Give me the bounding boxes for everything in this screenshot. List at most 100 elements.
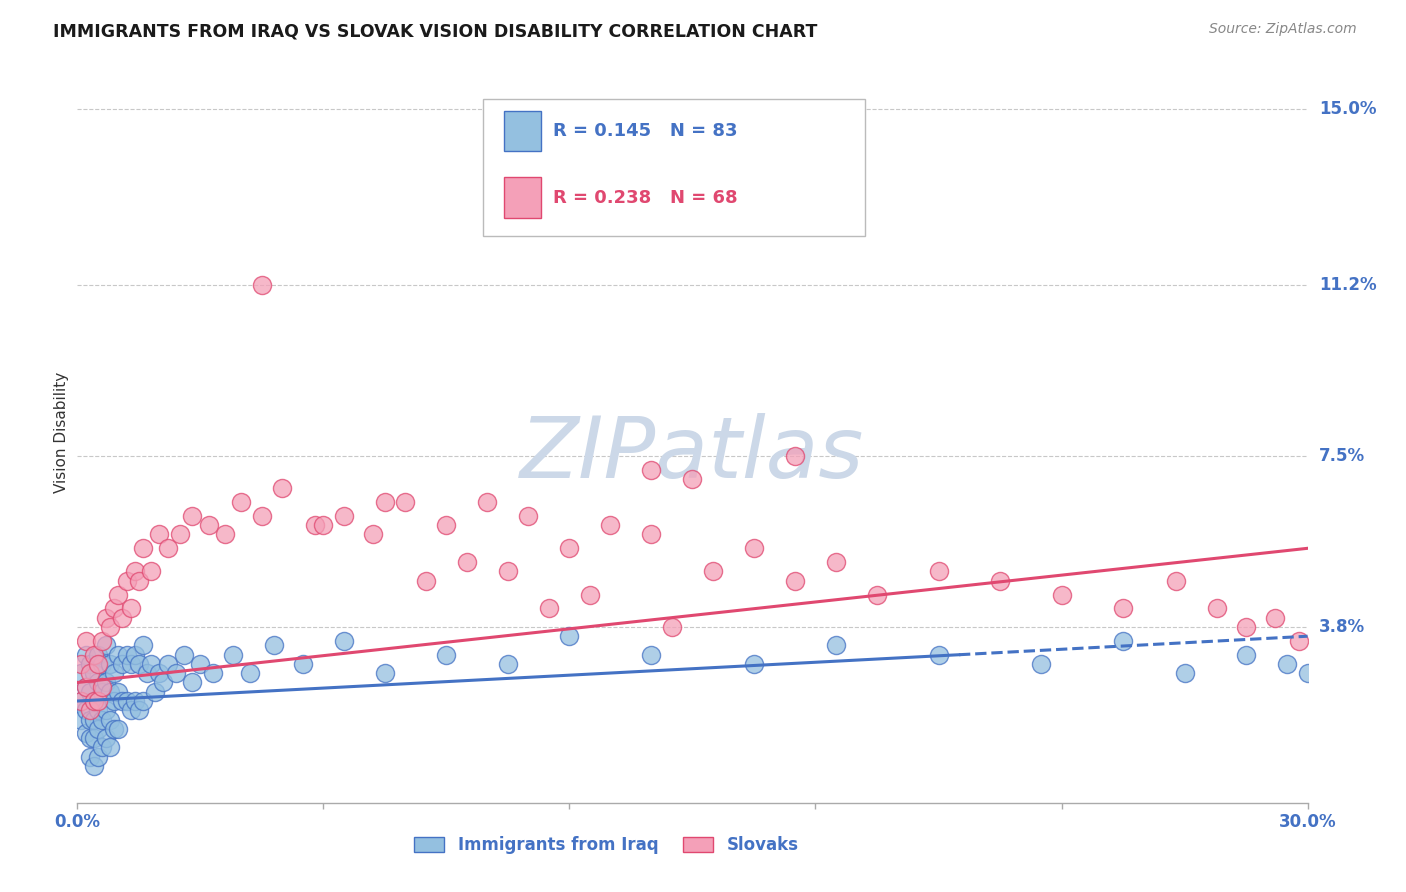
Point <box>79 666 101 681</box>
Point <box>124 648 146 662</box>
Point <box>477 495 499 509</box>
Point <box>83 666 105 681</box>
Point <box>640 527 662 541</box>
Point <box>98 713 121 727</box>
Point <box>70 666 93 681</box>
Point <box>1264 611 1286 625</box>
Point <box>132 639 155 653</box>
Point <box>661 620 683 634</box>
Point <box>132 541 155 556</box>
FancyBboxPatch shape <box>505 178 541 218</box>
FancyBboxPatch shape <box>505 111 541 152</box>
Point <box>374 495 396 509</box>
Point <box>361 527 384 541</box>
Point <box>111 611 134 625</box>
Text: R = 0.145   N = 83: R = 0.145 N = 83 <box>554 122 738 140</box>
Point <box>90 740 114 755</box>
Point <box>83 713 105 727</box>
Text: 3.8%: 3.8% <box>1319 618 1365 636</box>
Point <box>75 703 97 717</box>
Point <box>1296 666 1319 681</box>
Text: 11.2%: 11.2% <box>1319 276 1376 293</box>
Point <box>866 588 889 602</box>
Point <box>1166 574 1188 588</box>
Point <box>436 648 458 662</box>
Point <box>928 565 950 579</box>
Point <box>742 541 765 556</box>
Point <box>682 472 704 486</box>
Point <box>1275 657 1298 671</box>
Point <box>107 648 129 662</box>
Point <box>90 685 114 699</box>
Point <box>79 713 101 727</box>
Point <box>75 648 97 662</box>
Point <box>291 657 314 671</box>
Point <box>103 666 125 681</box>
Point <box>181 508 204 523</box>
Point <box>111 694 134 708</box>
Point <box>1288 633 1310 648</box>
Point <box>825 555 848 569</box>
Point <box>201 666 224 681</box>
Point <box>120 601 142 615</box>
Legend: Immigrants from Iraq, Slovaks: Immigrants from Iraq, Slovaks <box>408 830 806 861</box>
Point <box>128 657 150 671</box>
Point <box>415 574 437 588</box>
Point <box>165 666 187 681</box>
Point <box>107 685 129 699</box>
Point <box>1206 601 1229 615</box>
Point <box>496 657 519 671</box>
Point <box>156 657 179 671</box>
Point <box>136 666 159 681</box>
Point <box>107 722 129 736</box>
Point <box>98 740 121 755</box>
Text: 15.0%: 15.0% <box>1319 100 1376 118</box>
Point <box>79 703 101 717</box>
Point <box>141 657 163 671</box>
Point <box>87 675 110 690</box>
Point <box>1112 601 1135 615</box>
Point <box>825 639 848 653</box>
Point <box>87 703 110 717</box>
Point <box>141 565 163 579</box>
Point <box>1050 588 1073 602</box>
Point <box>250 508 273 523</box>
Point <box>87 749 110 764</box>
Text: R = 0.238   N = 68: R = 0.238 N = 68 <box>554 189 738 207</box>
Point <box>128 574 150 588</box>
Point <box>87 722 110 736</box>
Point <box>1029 657 1052 671</box>
Text: IMMIGRANTS FROM IRAQ VS SLOVAK VISION DISABILITY CORRELATION CHART: IMMIGRANTS FROM IRAQ VS SLOVAK VISION DI… <box>53 22 818 40</box>
FancyBboxPatch shape <box>484 100 865 236</box>
Point <box>742 657 765 671</box>
Point <box>188 657 212 671</box>
Point <box>75 633 97 648</box>
Point <box>394 495 416 509</box>
Point <box>90 633 114 648</box>
Point <box>115 648 138 662</box>
Point <box>98 657 121 671</box>
Point <box>143 685 166 699</box>
Point <box>1234 648 1257 662</box>
Point <box>90 713 114 727</box>
Point <box>239 666 262 681</box>
Point <box>94 675 117 690</box>
Point <box>640 648 662 662</box>
Point <box>374 666 396 681</box>
Point <box>558 629 581 643</box>
Point <box>1234 620 1257 634</box>
Point <box>496 565 519 579</box>
Point <box>98 620 121 634</box>
Point <box>75 680 97 694</box>
Point <box>599 518 621 533</box>
Y-axis label: Vision Disability: Vision Disability <box>53 372 69 493</box>
Point <box>103 694 125 708</box>
Point <box>120 703 142 717</box>
Point <box>456 555 478 569</box>
Point <box>988 574 1011 588</box>
Point <box>79 731 101 745</box>
Point <box>640 463 662 477</box>
Point <box>156 541 179 556</box>
Point <box>537 601 560 615</box>
Point <box>132 694 155 708</box>
